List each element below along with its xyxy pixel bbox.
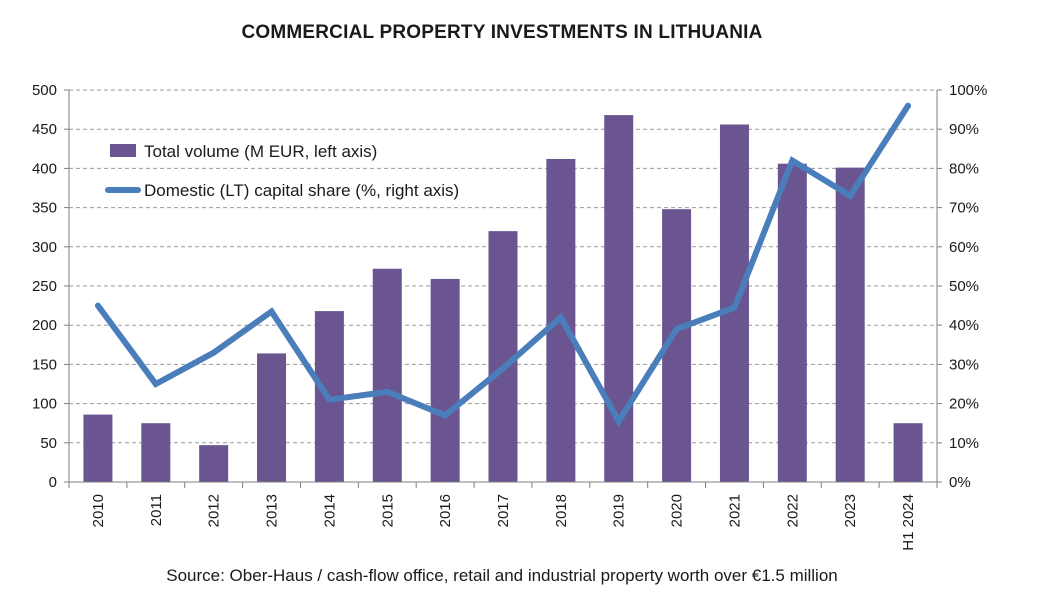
bar <box>199 445 229 482</box>
x-tick-label: 2015 <box>379 494 396 527</box>
right-tick-label: 80% <box>949 160 979 177</box>
left-tick-label: 250 <box>32 278 57 295</box>
left-tick-label: 450 <box>32 121 57 138</box>
bar-series <box>83 115 923 483</box>
bar <box>893 423 923 482</box>
bar <box>604 115 634 482</box>
bar <box>257 353 287 482</box>
right-tick-label: 60% <box>949 239 979 256</box>
x-tick-label: 2018 <box>553 494 570 527</box>
legend-line-label: Domestic (LT) capital share (%, right ax… <box>144 181 459 200</box>
bar <box>835 167 865 482</box>
left-tick-label: 200 <box>32 317 57 334</box>
right-tick-label: 100% <box>949 82 987 99</box>
bar <box>777 163 807 483</box>
right-tick-label: 20% <box>949 396 979 413</box>
right-tick-label: 40% <box>949 317 979 334</box>
x-tick-label: 2010 <box>90 494 107 527</box>
x-tick-label: 2021 <box>726 494 743 527</box>
right-tick-label: 70% <box>949 200 979 217</box>
bar <box>372 268 402 482</box>
chart-title: COMMERCIAL PROPERTY INVESTMENTS IN LITHU… <box>241 22 763 43</box>
bar <box>83 414 113 482</box>
x-tick-label: 2017 <box>495 494 512 527</box>
x-tick-label: 2012 <box>206 494 223 527</box>
right-tick-label: 30% <box>949 356 979 373</box>
right-tick-label: 90% <box>949 121 979 138</box>
x-tick-label: 2023 <box>842 494 859 527</box>
bar <box>430 278 460 482</box>
source-note: Source: Ober-Haus / cash-flow office, re… <box>166 566 838 585</box>
x-tick-label: 2019 <box>611 494 628 527</box>
right-tick-label: 0% <box>949 474 971 491</box>
x-tick-label: 2013 <box>264 494 281 527</box>
x-tick-label: 2011 <box>148 494 165 526</box>
x-tick-label: H1 2024 <box>900 494 917 551</box>
left-tick-label: 100 <box>32 396 57 413</box>
bar <box>141 423 171 482</box>
left-tick-label: 300 <box>32 239 57 256</box>
legend-bar-label: Total volume (M EUR, left axis) <box>144 142 377 161</box>
left-tick-label: 50 <box>40 435 57 452</box>
x-tick-label: 2016 <box>437 494 454 527</box>
x-tick-label: 2014 <box>321 494 338 527</box>
legend: Total volume (M EUR, left axis) Domestic … <box>105 142 459 200</box>
left-tick-label: 150 <box>32 356 57 373</box>
right-tick-label: 50% <box>949 278 979 295</box>
x-tick-label: 2022 <box>784 494 801 527</box>
left-tick-label: 400 <box>32 160 57 177</box>
right-tick-label: 10% <box>949 435 979 452</box>
left-tick-label: 0 <box>49 474 57 491</box>
left-tick-label: 350 <box>32 200 57 217</box>
legend-bar-swatch <box>110 144 136 157</box>
x-axis-ticks: 2010 2011 2012 2013 2014 2015 2016 2017 2018 2019… <box>90 494 917 551</box>
left-axis-ticks: 0 50 100 150 200 250 300 350 400 450 500 <box>32 82 57 491</box>
right-axis-ticks: 0% 10% 20% 30% 40% 50% 60% 70% 80% 90% 100% <box>949 82 987 491</box>
line-series <box>94 102 912 428</box>
axes <box>64 89 942 488</box>
left-tick-label: 500 <box>32 82 57 99</box>
x-tick-label: 2020 <box>669 494 686 527</box>
